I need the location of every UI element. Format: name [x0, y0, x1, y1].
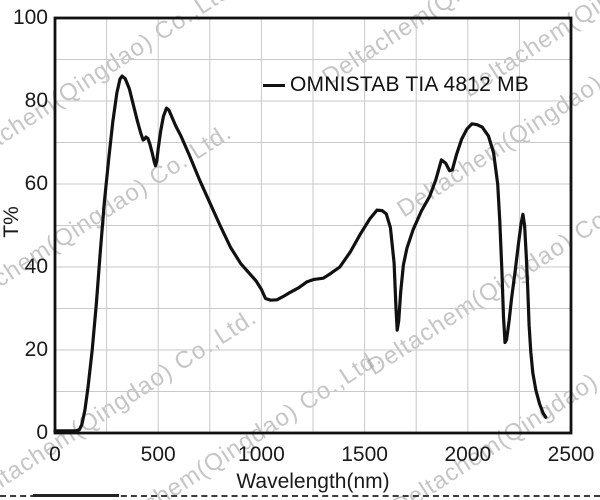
x-axis-title: Wavelength(nm)	[236, 470, 390, 493]
y-tick-label: 60	[24, 172, 48, 195]
x-tick-label: 0	[49, 443, 61, 466]
plot-frame	[53, 16, 573, 435]
y-tick-label: 20	[24, 338, 48, 361]
y-tick-label: 40	[24, 255, 48, 278]
y-tick-label: 80	[24, 89, 48, 112]
legend: OMNISTAB TIA 4812 MB	[263, 73, 529, 97]
bottom-divider-dashed	[0, 495, 600, 497]
y-axis-title: T%	[0, 206, 23, 238]
x-tick-label: 2000	[444, 443, 492, 466]
y-tick-label: 0	[36, 421, 48, 444]
y-tick-label: 100	[12, 6, 48, 29]
x-tick-label: 500	[140, 443, 176, 466]
x-tick-label: 2500	[547, 443, 595, 466]
legend-series-label: OMNISTAB TIA 4812 MB	[290, 73, 529, 96]
x-tick-label: 1000	[238, 443, 285, 466]
bottom-divider-solid-segment	[33, 494, 119, 497]
x-tick-label: 1500	[341, 443, 388, 466]
legend-line-sample	[263, 83, 285, 87]
spectrum-curve	[53, 74, 548, 433]
